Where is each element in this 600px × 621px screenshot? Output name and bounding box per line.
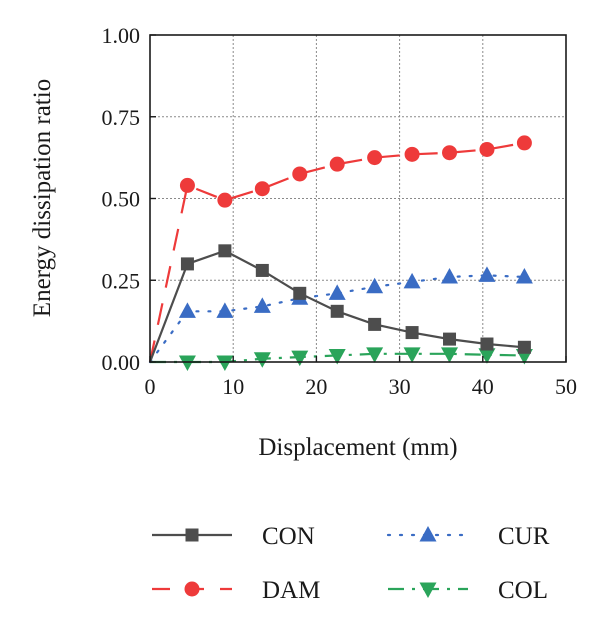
data-point-con (405, 326, 419, 340)
x-tick-label: 0 (145, 374, 156, 399)
legend: CON CUR DAM COL (152, 523, 550, 604)
data-point-dam (442, 145, 458, 161)
data-point-cur (216, 302, 234, 318)
data-point-con (330, 304, 344, 318)
legend-item-con: CON (152, 523, 315, 550)
legend-item-cur: CUR (386, 523, 550, 550)
series-con (148, 244, 531, 363)
y-tick-label: 0.25 (102, 268, 141, 293)
data-point-col (216, 355, 234, 371)
data-point-dam (367, 150, 383, 166)
data-point-dam (329, 156, 345, 172)
data-point-cur (328, 284, 346, 300)
data-point-cur (178, 302, 196, 318)
y-tick-label: 1.00 (102, 23, 141, 48)
data-point-con (517, 340, 531, 354)
data-point-con (443, 332, 457, 346)
y-axis-ticks: 0.00 0.25 0.50 0.75 1.00 (102, 23, 156, 375)
x-tick-label: 20 (305, 374, 327, 399)
series-line-dam (148, 141, 525, 363)
x-axis-title: Displacement (mm) (258, 434, 457, 461)
data-point-cur (403, 272, 421, 289)
legend-marker-dam (184, 581, 200, 597)
data-point-dam (404, 146, 420, 162)
data-point-col (366, 347, 384, 363)
series-col (150, 347, 533, 371)
data-point-con (180, 257, 194, 271)
legend-label-dam: DAM (262, 577, 320, 604)
grid (150, 35, 566, 362)
data-point-con (218, 244, 232, 258)
data-point-dam (292, 166, 308, 182)
data-point-col (403, 347, 421, 363)
data-point-con (368, 317, 382, 331)
series-layer (148, 135, 533, 371)
x-tick-label: 30 (389, 374, 411, 399)
data-point-cur (478, 266, 496, 282)
y-axis-title: Energy dissipation ratio (29, 79, 56, 317)
data-point-con (293, 286, 307, 300)
data-point-dam (179, 177, 195, 193)
data-point-con (480, 337, 494, 351)
data-point-col (478, 348, 496, 364)
y-tick-label: 0.00 (102, 350, 141, 375)
legend-label-cur: CUR (498, 523, 550, 550)
data-point-dam (254, 181, 270, 197)
data-point-dam (217, 192, 233, 208)
legend-marker-cur (419, 526, 437, 542)
data-point-col (291, 350, 309, 367)
y-tick-label: 0.50 (102, 187, 141, 212)
legend-marker-con (185, 528, 199, 542)
legend-item-dam: DAM (152, 577, 320, 604)
data-point-dam (516, 135, 532, 151)
legend-marker-col (419, 582, 437, 598)
series-dam (148, 135, 532, 363)
data-point-cur (515, 267, 533, 284)
data-point-col (178, 355, 196, 371)
data-point-dam (479, 141, 495, 157)
legend-label-col: COL (498, 577, 548, 604)
data-point-col (328, 348, 346, 365)
legend-label-con: CON (262, 523, 315, 550)
x-axis-ticks: 0 10 20 30 40 50 (145, 356, 577, 399)
data-point-col (441, 347, 459, 363)
data-point-cur (366, 277, 384, 294)
x-tick-label: 50 (555, 374, 577, 399)
data-point-cur (441, 267, 459, 284)
data-point-cur (253, 297, 271, 313)
x-tick-label: 40 (472, 374, 494, 399)
x-tick-label: 10 (222, 374, 244, 399)
data-point-con (255, 263, 269, 277)
legend-item-col: COL (388, 577, 548, 604)
data-point-col (253, 352, 271, 368)
y-tick-label: 0.75 (102, 105, 141, 130)
